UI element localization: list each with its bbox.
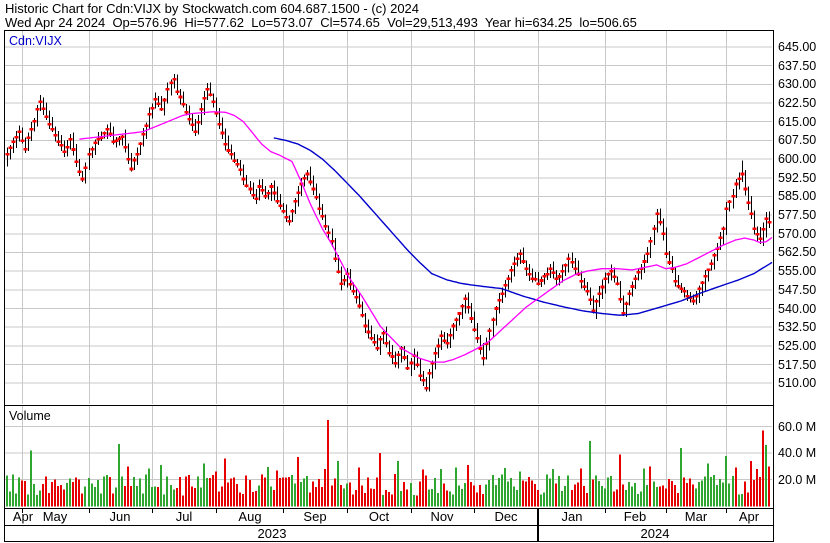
month-label-jul: Jul (175, 509, 193, 524)
month-label-feb: Feb (623, 509, 647, 524)
month-label-dec: Dec (494, 509, 518, 524)
header-line1: Historic Chart for Cdn:VIJX by Stockwatc… (5, 1, 420, 16)
price-tick-label: 630.00 (778, 77, 817, 91)
price-tick-label: 562.50 (778, 245, 817, 259)
header-line2-quote: Wed Apr 24 2024 Op=576.96 Hi=577.62 Lo=5… (5, 15, 637, 30)
price-tick-label: 592.50 (778, 171, 817, 185)
price-panel (4, 30, 774, 406)
volume-tick-label: 20.0 M (778, 473, 817, 487)
month-label-aug: Aug (238, 509, 262, 524)
price-tick-label: 585.00 (778, 189, 817, 203)
year-axis-strip (4, 525, 774, 542)
price-tick-label: 645.00 (778, 40, 817, 54)
volume-tick-label: 40.0 M (778, 446, 817, 460)
price-tick-label: 637.50 (778, 59, 817, 73)
month-label-may: May (42, 509, 68, 524)
price-tick-label: 547.50 (778, 283, 817, 297)
volume-tick-label: 60.0 M (778, 420, 817, 434)
price-tick-label: 517.50 (778, 358, 817, 372)
year-label-2023: 2023 (257, 526, 287, 541)
symbol-label: Cdn:VIJX (9, 34, 62, 48)
month-label-jan: Jan (561, 509, 583, 524)
price-tick-label: 555.00 (778, 264, 817, 278)
price-tick-label: 525.00 (778, 339, 817, 353)
price-tick-label: 540.00 (778, 302, 817, 316)
month-label-apr: Apr (12, 509, 34, 524)
month-label-oct: Oct (368, 509, 390, 524)
price-tick-label: 622.50 (778, 96, 817, 110)
year-label-2024: 2024 (640, 526, 670, 541)
price-tick-label: 600.00 (778, 152, 817, 166)
month-label-mar: Mar (684, 509, 708, 524)
month-label-nov: Nov (430, 509, 454, 524)
price-tick-label: 577.50 (778, 208, 817, 222)
volume-panel (4, 405, 774, 509)
price-tick-label: 510.00 (778, 376, 817, 390)
price-tick-label: 532.50 (778, 320, 817, 334)
month-label-jun: Jun (109, 509, 131, 524)
price-tick-label: 607.50 (778, 133, 817, 147)
month-label-apr: Apr (738, 509, 760, 524)
price-tick-label: 615.00 (778, 115, 817, 129)
month-label-sep: Sep (303, 509, 327, 524)
volume-label: Volume (9, 409, 51, 423)
price-tick-label: 570.00 (778, 227, 817, 241)
